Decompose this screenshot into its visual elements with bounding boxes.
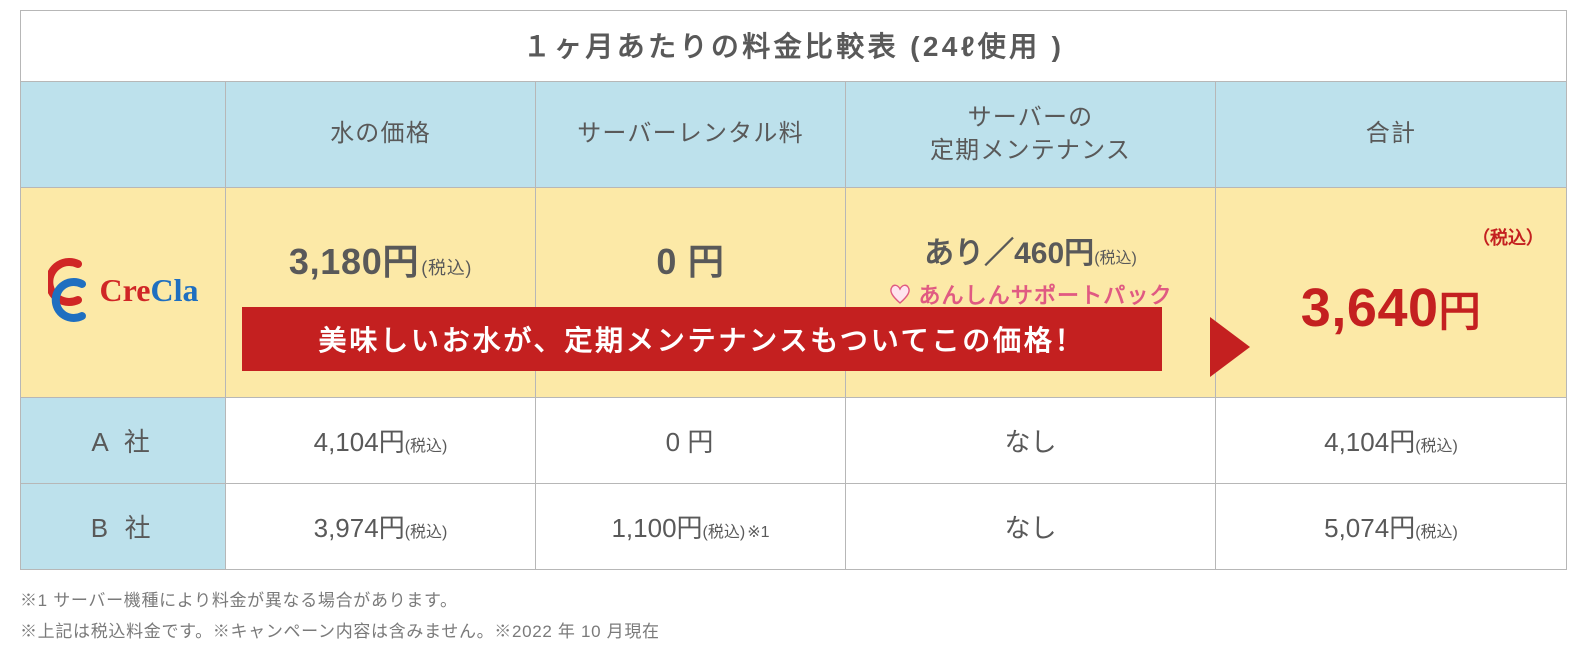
competitor-b-rental: 1,100円(税込)※1 (536, 484, 846, 570)
competitor-b-label: B 社 (21, 484, 226, 570)
crecla-callout-band: 美味しいお水が、定期メンテナンスもついてこの価格！ (242, 307, 1162, 371)
brand-cre: Cre (100, 272, 151, 308)
footnotes: ※1 サーバー機種により料金が異なる場合があります。 ※上記は税込料金です。※キ… (20, 586, 1567, 647)
competitor-a-total: 4,104円(税込) (1216, 398, 1567, 484)
table-row: B 社 3,974円(税込) 1,100円(税込)※1 なし 5,074円(税込… (21, 484, 1567, 570)
crecla-row: CreCla 3,180円(税込) 美味しいお水が、定期メンテナンスもついてこの… (21, 188, 1567, 398)
table-title-row: １ヶ月あたりの料金比較表 (24ℓ使用 ) (21, 11, 1567, 82)
table-row: A 社 4,104円(税込) 0 円 なし 4,104円(税込) (21, 398, 1567, 484)
table-title: １ヶ月あたりの料金比較表 (24ℓ使用 ) (21, 11, 1567, 82)
brand-cla: Cla (150, 272, 198, 308)
crecla-total-price: 3,640円 (1216, 281, 1566, 335)
header-maint-line1: サーバーの (968, 104, 1094, 131)
crecla-total-cell: （税込） 3,640円 (1216, 188, 1567, 398)
competitor-b-water: 3,974円(税込) (226, 484, 536, 570)
header-water: 水の価格 (226, 82, 536, 188)
crecla-brand-cell: CreCla (21, 188, 226, 398)
header-maint-line2: 定期メンテナンス (930, 137, 1131, 164)
crecla-maint-line2: あんしんサポートパック (846, 278, 1215, 310)
competitor-b-total: 5,074円(税込) (1216, 484, 1567, 570)
heart-icon (888, 283, 912, 305)
crecla-rental-price: 0 円 (536, 233, 845, 285)
competitor-a-water: 4,104円(税込) (226, 398, 536, 484)
competitor-a-label: A 社 (21, 398, 226, 484)
header-blank (21, 82, 226, 188)
competitor-b-maint: なし (846, 484, 1216, 570)
footnote-1: ※1 サーバー機種により料金が異なる場合があります。 (20, 586, 1567, 617)
header-rental: サーバーレンタル料 (536, 82, 846, 188)
price-comparison-table: １ヶ月あたりの料金比較表 (24ℓ使用 ) 水の価格 サーバーレンタル料 サーバ… (20, 10, 1567, 570)
crecla-water-price: 3,180円(税込) (226, 233, 535, 285)
callout-arrow-icon (1210, 317, 1250, 377)
crecla-total-tax: （税込） (1472, 224, 1544, 250)
crecla-logo: CreCla (48, 258, 199, 322)
header-total: 合計 (1216, 82, 1567, 188)
footnote-2: ※上記は税込料金です。※キャンペーン内容は含みません。※2022 年 10 月現… (20, 617, 1567, 648)
table-header-row: 水の価格 サーバーレンタル料 サーバーの 定期メンテナンス 合計 (21, 82, 1567, 188)
competitor-a-maint: なし (846, 398, 1216, 484)
header-maintenance: サーバーの 定期メンテナンス (846, 82, 1216, 188)
crecla-brand-text: CreCla (100, 272, 199, 309)
crecla-maint-line1: あり／460円(税込) (846, 228, 1215, 272)
crecla-logo-mark-icon (48, 258, 94, 322)
competitor-a-rental: 0 円 (536, 398, 846, 484)
crecla-water-cell: 3,180円(税込) 美味しいお水が、定期メンテナンスもついてこの価格！ (226, 188, 536, 398)
